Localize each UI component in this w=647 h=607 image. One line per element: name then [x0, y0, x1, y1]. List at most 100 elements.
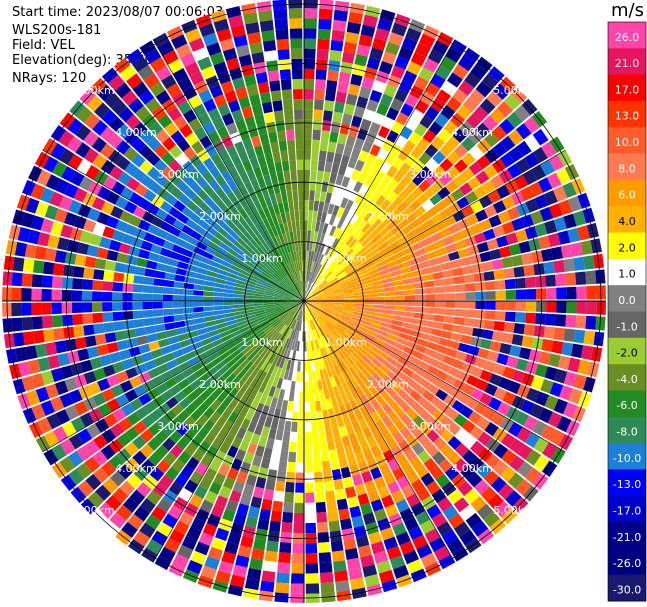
gate: [438, 337, 451, 347]
gate: [304, 210, 309, 221]
gate: [254, 248, 264, 259]
gate: [386, 355, 398, 366]
gate: [467, 176, 482, 190]
gate: [397, 356, 409, 367]
gate: [331, 263, 340, 273]
gate: [257, 154, 267, 167]
gate: [384, 152, 397, 165]
gate: [277, 284, 287, 291]
gate: [244, 386, 254, 398]
gate: [339, 360, 348, 371]
colorbar-swatch: [608, 337, 646, 365]
gate: [180, 465, 195, 479]
gate: [41, 302, 52, 315]
gate: [116, 504, 133, 521]
gate: [312, 318, 318, 329]
gate: [77, 480, 94, 497]
gate: [274, 344, 282, 355]
gate: [426, 341, 439, 351]
gate: [174, 473, 189, 488]
ray: [304, 301, 606, 315]
gate: [116, 155, 131, 171]
gate: [232, 261, 243, 269]
gate: [162, 287, 174, 295]
gate: [150, 244, 163, 255]
gate: [189, 168, 202, 181]
ray: [290, 301, 304, 603]
gate: [316, 48, 329, 60]
gate: [269, 316, 279, 323]
gate: [203, 311, 215, 317]
gate: [33, 330, 45, 344]
gate: [150, 348, 163, 359]
gate: [135, 105, 151, 121]
gate: [572, 210, 587, 227]
gate: [327, 141, 337, 153]
gate: [91, 291, 103, 301]
gate: [558, 355, 571, 370]
gate: [427, 49, 444, 65]
gate: [316, 511, 328, 523]
gate: [431, 136, 445, 151]
gate: [538, 235, 551, 250]
gate: [405, 340, 418, 350]
gate: [304, 411, 311, 423]
gate: [274, 306, 285, 311]
gate: [344, 265, 355, 274]
gate: [511, 334, 524, 346]
gate: [269, 279, 279, 286]
gate: [403, 346, 415, 356]
gate: [248, 321, 260, 329]
gate: [328, 354, 337, 366]
gate: [463, 47, 480, 64]
gate: [431, 213, 444, 225]
gate: [249, 41, 263, 55]
gate: [60, 224, 74, 239]
gate: [195, 162, 209, 176]
gate: [516, 140, 532, 157]
gate: [21, 316, 33, 331]
gate: [307, 320, 311, 331]
gate: [173, 372, 186, 384]
gate: [401, 321, 413, 330]
gate: [27, 229, 41, 245]
gate: [333, 304, 345, 308]
gate: [259, 393, 268, 405]
gate: [250, 433, 261, 446]
gate: [234, 310, 245, 316]
gate: [266, 328, 276, 337]
gate: [43, 156, 59, 173]
gate: [358, 544, 372, 558]
gate: [280, 313, 289, 322]
gate: [300, 230, 304, 241]
gate: [278, 268, 287, 278]
gate: [419, 260, 431, 269]
gate: [505, 289, 517, 300]
gate: [51, 276, 63, 289]
gate: [343, 287, 354, 293]
gate: [230, 330, 242, 338]
gate: [442, 194, 456, 207]
gate: [304, 109, 313, 120]
gate: [453, 316, 465, 326]
gate: [524, 467, 541, 484]
gate: [412, 275, 424, 283]
gate: [300, 291, 304, 301]
gate: [304, 8, 318, 19]
gate: [301, 301, 304, 311]
gate: [553, 216, 567, 232]
gate: [308, 283, 314, 293]
gate: [363, 289, 375, 295]
gate: [370, 322, 381, 330]
gate: [253, 303, 264, 307]
gate: [297, 260, 301, 272]
gate: [346, 268, 357, 276]
gate: [414, 224, 426, 235]
gate: [423, 313, 435, 321]
gate: [439, 158, 454, 172]
gate: [232, 226, 243, 237]
gate: [525, 198, 540, 213]
gate: [474, 479, 490, 496]
gate: [76, 159, 92, 175]
gate: [410, 51, 427, 67]
